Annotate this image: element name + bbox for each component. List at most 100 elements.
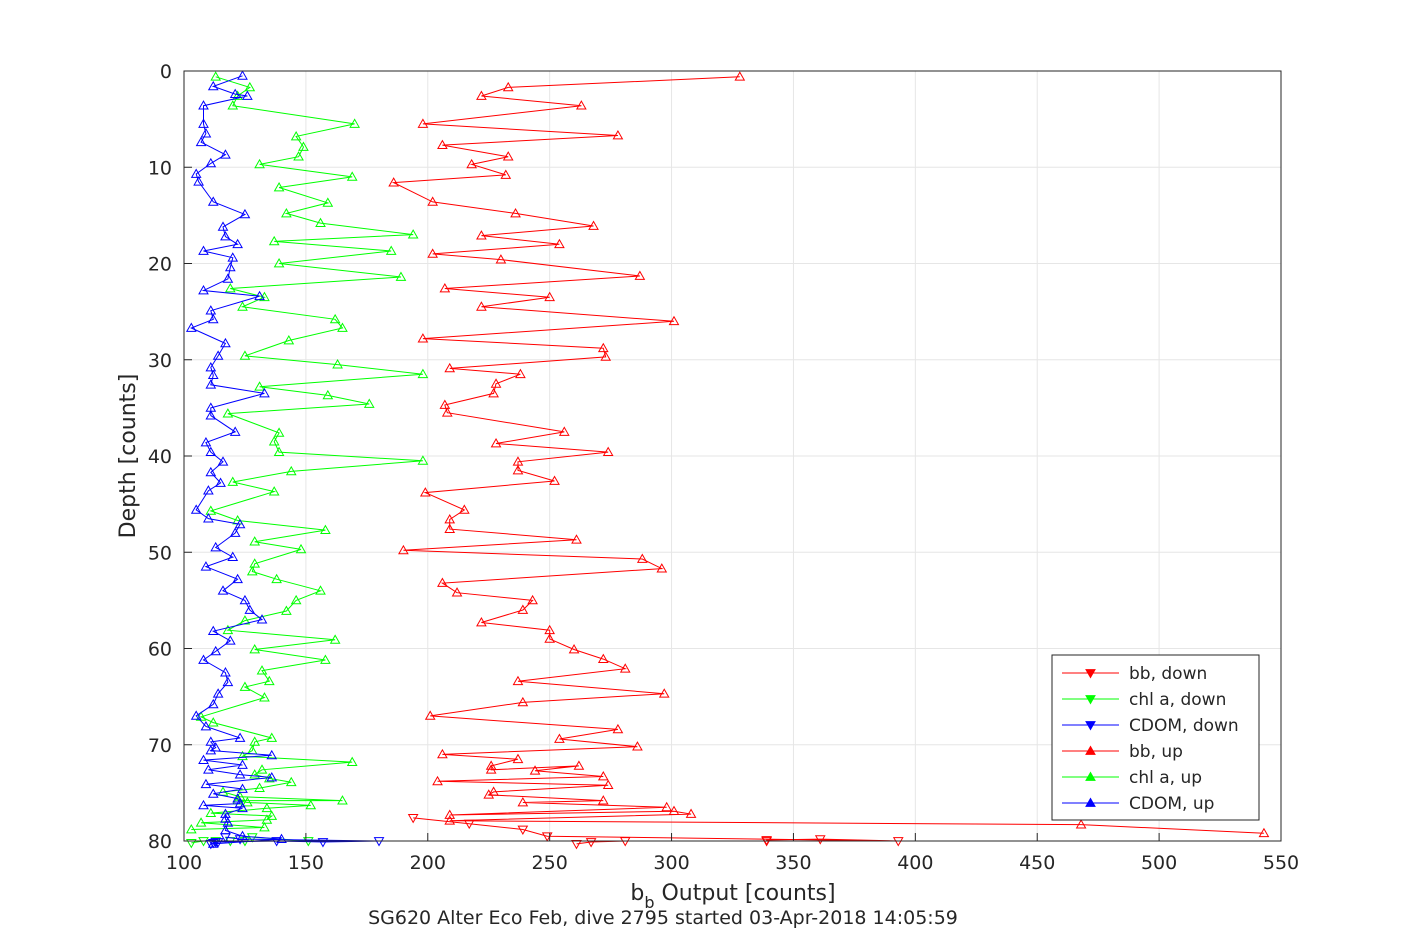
legend-marker xyxy=(1085,695,1096,705)
data-point xyxy=(273,446,285,457)
data-point xyxy=(273,181,285,192)
data-point xyxy=(444,514,456,524)
data-point xyxy=(600,351,612,361)
data-point xyxy=(203,485,214,495)
data-point xyxy=(205,446,217,457)
y-tick-label: 30 xyxy=(148,350,172,372)
data-point xyxy=(229,527,241,537)
data-point xyxy=(398,544,409,555)
data-point xyxy=(254,782,265,792)
data-point xyxy=(439,283,451,293)
data-point xyxy=(502,151,514,161)
series-line xyxy=(391,76,1264,834)
data-point xyxy=(234,797,246,808)
data-point xyxy=(205,736,217,746)
data-point xyxy=(476,90,487,100)
data-point xyxy=(261,802,273,813)
data-point xyxy=(259,692,270,702)
legend-entry: CDOM, down xyxy=(1062,716,1239,736)
y-tick-label: 10 xyxy=(148,157,172,179)
data-point xyxy=(190,710,202,720)
data-point xyxy=(237,301,248,311)
data-point xyxy=(363,398,375,408)
legend-label: CDOM, down xyxy=(1129,716,1239,736)
legend-marker xyxy=(1085,771,1096,781)
data-point xyxy=(510,207,521,218)
data-point xyxy=(488,387,499,398)
data-point xyxy=(200,561,212,571)
data-point xyxy=(212,688,224,698)
series-cdom-up xyxy=(185,70,287,848)
x-tick-label: 350 xyxy=(775,852,811,874)
data-point xyxy=(656,563,668,573)
data-point xyxy=(185,839,197,849)
data-point xyxy=(349,118,361,128)
data-point xyxy=(734,71,746,81)
data-point xyxy=(207,698,219,709)
data-point xyxy=(239,208,251,219)
data-point xyxy=(203,764,214,774)
data-point xyxy=(200,778,212,789)
data-point xyxy=(502,81,514,92)
data-point xyxy=(207,196,219,206)
data-point xyxy=(490,437,502,448)
data-point xyxy=(217,585,229,595)
legend-entry: chl a, down xyxy=(1062,690,1226,710)
x-tick-label: 300 xyxy=(653,852,689,874)
data-point xyxy=(205,505,217,515)
data-point xyxy=(273,257,285,268)
data-point xyxy=(814,835,826,845)
data-point xyxy=(207,788,219,798)
data-point xyxy=(517,604,529,614)
x-tick-label: 100 xyxy=(166,852,202,874)
legend-entry: bb, down xyxy=(1062,664,1207,684)
data-point xyxy=(512,753,524,764)
data-point xyxy=(229,426,241,436)
data-point xyxy=(573,760,585,770)
data-point xyxy=(427,196,439,206)
data-point xyxy=(205,807,217,817)
legend: bb, down chl a, down CDOM, down bb, up chl a… xyxy=(1051,654,1260,821)
legend-marker xyxy=(1085,669,1096,679)
data-point xyxy=(517,825,529,835)
data-point xyxy=(658,688,670,698)
data-point xyxy=(217,221,229,231)
x-tick-label: 550 xyxy=(1263,852,1299,874)
data-point xyxy=(281,605,292,615)
data-point xyxy=(417,118,429,128)
data-point xyxy=(632,741,643,751)
y-tick-label: 20 xyxy=(148,254,172,276)
data-point xyxy=(602,779,614,790)
data-point xyxy=(373,837,385,847)
data-point xyxy=(444,523,456,534)
data-point xyxy=(220,824,231,835)
data-point xyxy=(205,379,217,389)
data-point xyxy=(195,136,207,147)
data-point xyxy=(222,408,234,418)
x-tick-label: 400 xyxy=(897,852,933,874)
data-point xyxy=(612,129,624,140)
data-point xyxy=(571,534,582,544)
y-tick-label: 50 xyxy=(148,542,172,564)
data-point xyxy=(544,633,556,643)
data-point xyxy=(232,514,243,525)
data-point xyxy=(332,359,343,369)
series-line xyxy=(191,76,423,830)
legend-label: chl a, up xyxy=(1129,768,1202,788)
data-point xyxy=(237,830,248,841)
data-point xyxy=(322,197,334,207)
data-point xyxy=(259,387,270,398)
data-point xyxy=(602,446,614,457)
data-point xyxy=(205,402,217,412)
data-point xyxy=(200,437,212,447)
data-point xyxy=(337,322,348,332)
y-tick-label: 80 xyxy=(148,831,172,853)
legend-label: bb, up xyxy=(1129,742,1183,762)
data-point xyxy=(207,838,219,848)
data-point xyxy=(271,573,282,584)
data-point xyxy=(207,313,219,324)
data-point xyxy=(636,553,648,563)
data-point xyxy=(198,754,209,765)
data-point xyxy=(210,541,222,552)
data-point xyxy=(290,130,302,141)
